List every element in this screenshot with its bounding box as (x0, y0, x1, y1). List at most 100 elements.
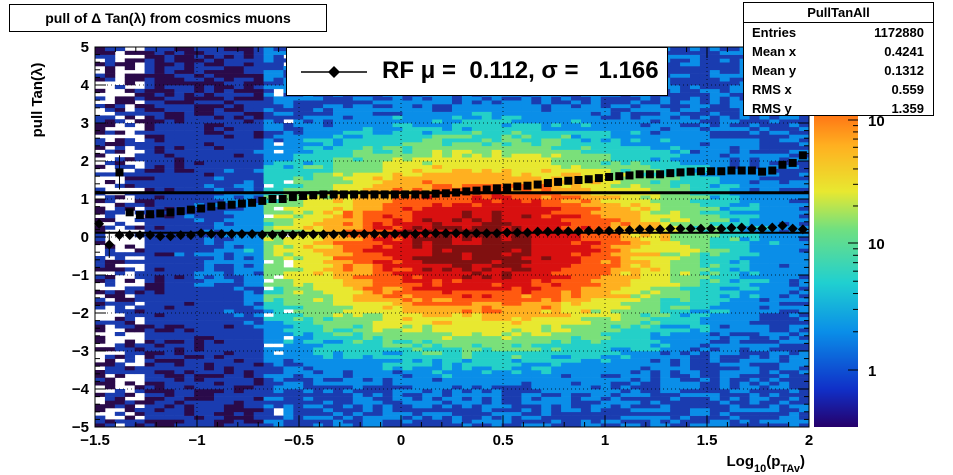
heatmap-cell (461, 176, 473, 181)
heatmap-cell (561, 343, 572, 348)
heatmap-cell (422, 96, 433, 101)
heatmap-cell (352, 240, 364, 245)
heatmap-cell (283, 271, 294, 276)
heatmap-cell (154, 305, 165, 310)
heatmap-cell (323, 153, 334, 158)
heatmap-cell (104, 50, 116, 55)
heatmap-cell (521, 123, 532, 128)
heatmap-cell (402, 107, 413, 112)
heatmap-cell (402, 126, 413, 131)
heatmap-cell (580, 153, 592, 158)
heatmap-cell (233, 282, 245, 287)
heatmap-cell (461, 206, 473, 211)
heatmap-cell (531, 381, 542, 386)
heatmap-cell (541, 381, 552, 386)
heatmap-cell (382, 271, 393, 276)
heatmap-cell (333, 130, 344, 135)
heatmap-cell (144, 126, 155, 131)
heatmap-cell (333, 187, 344, 192)
heatmap-cell (174, 324, 185, 329)
heatmap-cell (104, 195, 116, 200)
heatmap-cell (204, 290, 215, 295)
heatmap-cell (531, 225, 542, 230)
heatmap-cell (551, 377, 562, 382)
heatmap-cell (204, 157, 215, 162)
heatmap-cell (402, 240, 413, 245)
heatmap-cell (580, 237, 592, 242)
heatmap-cell (352, 168, 364, 173)
heatmap-cell (511, 218, 522, 223)
heatmap-cell (114, 354, 126, 359)
heatmap-cell (372, 252, 383, 257)
heatmap-cell (392, 305, 403, 310)
heatmap-cell (154, 92, 165, 97)
heatmap-cell (154, 252, 165, 257)
heatmap-cell (95, 115, 106, 120)
heatmap-cell (521, 358, 532, 363)
heatmap-cell (154, 202, 165, 207)
heatmap-cell (144, 66, 155, 71)
heatmap-cell (590, 354, 602, 359)
heatmap-cell (442, 259, 453, 264)
heatmap-cell (491, 275, 502, 280)
heatmap-cell (174, 335, 185, 340)
heatmap-cell (194, 88, 205, 93)
heatmap-cell (233, 309, 245, 314)
heatmap-cell (580, 142, 592, 147)
heatmap-cell (303, 183, 314, 188)
heatmap-cell (243, 206, 255, 211)
heatmap-cell (164, 370, 175, 375)
heatmap-cell (551, 267, 562, 272)
heatmap-cell (273, 85, 284, 90)
heatmap-cell (303, 206, 314, 211)
heatmap-cell (253, 335, 264, 340)
heatmap-cell (402, 286, 413, 291)
heatmap-cell (491, 206, 502, 211)
heatmap-cell (362, 328, 374, 333)
heatmap-cell (362, 244, 374, 249)
heatmap-cell (412, 282, 423, 287)
heatmap-cell (392, 187, 403, 192)
heatmap-cell (551, 290, 562, 295)
heatmap-cell (293, 195, 304, 200)
heatmap-cell (293, 100, 304, 105)
heatmap-cell (561, 354, 572, 359)
heatmap-cell (531, 282, 542, 287)
heatmap-cell (382, 149, 393, 154)
heatmap-cell (204, 267, 215, 272)
heatmap-cell (580, 252, 592, 257)
heatmap-cell (481, 145, 493, 150)
heatmap-cell (402, 214, 413, 219)
heatmap-cell (293, 354, 304, 359)
heatmap-cell (253, 370, 264, 375)
heatmap-cell (422, 370, 433, 375)
heatmap-cell (511, 225, 522, 230)
heatmap-cell (124, 164, 136, 169)
heatmap-cell (293, 373, 304, 378)
heatmap-cell (293, 119, 304, 124)
heatmap-cell (134, 119, 145, 124)
heatmap-cell (442, 370, 453, 375)
heatmap-cell (531, 221, 542, 226)
heatmap-cell (571, 206, 582, 211)
heatmap-cell (263, 237, 274, 242)
heatmap-cell (124, 180, 136, 185)
heatmap-cell (313, 297, 324, 302)
heatmap-cell (422, 218, 433, 223)
heatmap-cell (223, 313, 235, 318)
heatmap-cell (610, 316, 621, 321)
heatmap-cell (422, 297, 433, 302)
heatmap-cell (204, 88, 215, 93)
heatmap-cell (194, 252, 205, 257)
heatmap-cell (481, 142, 493, 147)
heatmap-cell (610, 286, 621, 291)
heatmap-cell (144, 81, 155, 86)
heatmap-cell (461, 275, 473, 280)
heatmap-cell (194, 195, 205, 200)
heatmap-cell (263, 423, 274, 427)
heatmap-cell (253, 206, 264, 211)
heatmap-cell (541, 347, 552, 352)
heatmap-cell (184, 157, 195, 162)
heatmap-cell (253, 286, 264, 291)
heatmap-cell (333, 104, 344, 109)
